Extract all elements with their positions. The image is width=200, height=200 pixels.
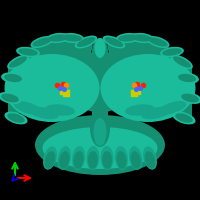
Ellipse shape — [115, 146, 128, 170]
Ellipse shape — [172, 112, 196, 124]
Ellipse shape — [105, 37, 123, 47]
Ellipse shape — [90, 109, 110, 147]
Polygon shape — [92, 38, 192, 117]
Ellipse shape — [132, 34, 152, 42]
Ellipse shape — [4, 54, 100, 122]
Polygon shape — [8, 38, 108, 117]
Point — [64, 91, 68, 95]
Ellipse shape — [60, 33, 84, 43]
Point — [64, 83, 68, 87]
Ellipse shape — [43, 146, 57, 170]
Ellipse shape — [125, 104, 155, 116]
Ellipse shape — [29, 107, 59, 119]
Ellipse shape — [141, 107, 171, 119]
Ellipse shape — [48, 34, 68, 42]
Ellipse shape — [7, 113, 25, 123]
Ellipse shape — [118, 34, 138, 42]
Ellipse shape — [0, 92, 22, 104]
Ellipse shape — [160, 47, 184, 57]
Ellipse shape — [178, 74, 196, 82]
Ellipse shape — [58, 146, 71, 170]
Ellipse shape — [18, 48, 38, 56]
Ellipse shape — [178, 92, 200, 104]
Point — [134, 87, 138, 91]
Point — [135, 82, 139, 86]
Ellipse shape — [1, 94, 19, 102]
Ellipse shape — [35, 115, 165, 175]
Ellipse shape — [42, 127, 158, 169]
Ellipse shape — [116, 33, 140, 43]
Ellipse shape — [7, 55, 29, 69]
Point — [141, 83, 145, 87]
Ellipse shape — [103, 36, 125, 48]
Ellipse shape — [77, 37, 95, 47]
Ellipse shape — [143, 146, 157, 170]
Ellipse shape — [81, 37, 93, 57]
Ellipse shape — [62, 34, 82, 42]
Ellipse shape — [158, 101, 186, 115]
Ellipse shape — [101, 146, 114, 170]
Ellipse shape — [75, 36, 97, 48]
Point — [132, 91, 136, 95]
Ellipse shape — [74, 151, 84, 169]
Point — [61, 89, 65, 93]
Ellipse shape — [88, 151, 98, 169]
Ellipse shape — [9, 56, 27, 68]
Ellipse shape — [116, 151, 126, 169]
Ellipse shape — [148, 37, 168, 47]
Point — [132, 83, 136, 87]
Ellipse shape — [94, 118, 106, 146]
Ellipse shape — [146, 36, 170, 48]
Point — [135, 89, 139, 93]
Point — [58, 86, 62, 90]
Ellipse shape — [14, 101, 42, 115]
Ellipse shape — [30, 36, 54, 48]
Ellipse shape — [46, 33, 70, 43]
Ellipse shape — [181, 94, 199, 102]
Ellipse shape — [129, 146, 142, 170]
Ellipse shape — [59, 151, 69, 169]
Ellipse shape — [92, 38, 108, 66]
Ellipse shape — [145, 151, 155, 169]
Ellipse shape — [130, 33, 154, 43]
Ellipse shape — [32, 37, 52, 47]
Ellipse shape — [95, 38, 106, 58]
Ellipse shape — [102, 151, 112, 169]
Point — [138, 86, 142, 90]
Ellipse shape — [72, 146, 85, 170]
Ellipse shape — [175, 113, 193, 123]
Ellipse shape — [45, 151, 55, 169]
Ellipse shape — [10, 62, 66, 114]
Ellipse shape — [101, 54, 196, 122]
Ellipse shape — [4, 74, 22, 82]
Ellipse shape — [162, 48, 182, 56]
Point — [61, 82, 65, 86]
Ellipse shape — [171, 55, 193, 69]
Ellipse shape — [16, 47, 40, 57]
Ellipse shape — [4, 112, 28, 124]
Point — [55, 83, 59, 87]
Ellipse shape — [134, 62, 190, 114]
Point — [62, 87, 66, 91]
Ellipse shape — [107, 37, 119, 57]
Ellipse shape — [45, 104, 75, 116]
Ellipse shape — [86, 146, 99, 170]
Ellipse shape — [173, 56, 191, 68]
Ellipse shape — [175, 72, 199, 84]
Ellipse shape — [131, 151, 141, 169]
Ellipse shape — [1, 72, 25, 84]
